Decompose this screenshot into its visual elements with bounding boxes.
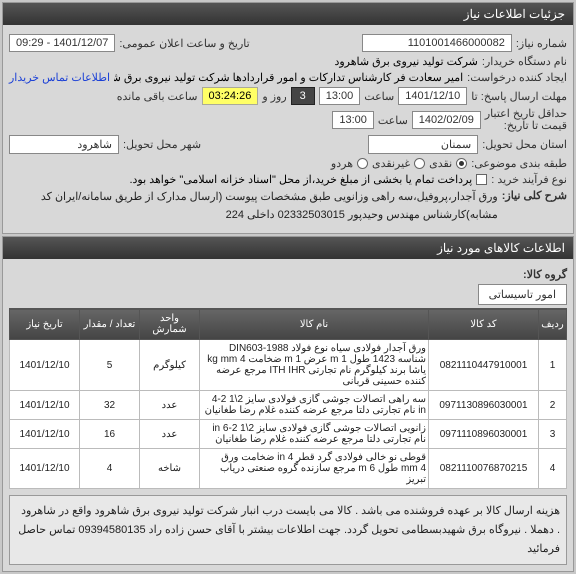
col-name: نام کالا — [200, 309, 429, 340]
row-group: گروه کالا: — [9, 268, 567, 281]
table-cell: 0971110896030001 — [429, 420, 539, 449]
table-cell: 1401/12/10 — [10, 449, 80, 489]
table-cell: 1 — [539, 340, 567, 391]
field-city: شاهرود — [9, 135, 119, 154]
label-deadline: مهلت ارسال پاسخ: تا — [471, 90, 567, 103]
table-cell: 3 — [539, 420, 567, 449]
row-purchase-type: نوع فرآیند خرید : پرداخت تمام یا بخشی از… — [9, 173, 567, 186]
label-remain: ساعت باقی مانده — [117, 90, 198, 103]
label-province: استان محل تحویل: — [482, 138, 567, 151]
label-group: گروه کالا: — [523, 268, 567, 281]
label-desc: شرح کلی نیاز: — [502, 189, 567, 202]
check-treasury[interactable] — [476, 174, 487, 185]
field-province: سمنان — [368, 135, 478, 154]
countdown-timer: 03:24:26 — [202, 87, 259, 105]
tab-category[interactable]: امور تاسیساتی — [478, 284, 567, 305]
field-validity-date: 1402/02/09 — [412, 111, 481, 129]
table-cell: قوطی نو خالی فولادی گرد قطر in 4 ضخامت و… — [200, 449, 429, 489]
label-cash: نقدی — [429, 157, 452, 170]
col-code: کد کالا — [429, 309, 539, 340]
label-deadline-time: ساعت — [364, 90, 394, 103]
value-buyer: شرکت تولید نیروی برق شاهرود — [334, 55, 477, 68]
row-validity: حداقل تاریخ اعتبار قیمت تا تاریخ: 1402/0… — [9, 108, 567, 132]
table-cell: ورق آجدار فولادی سیاه نوع فولاد 1988-DIN… — [200, 340, 429, 391]
row-req-num: شماره نیاز: 1101001466000082 تاریخ و ساع… — [9, 34, 567, 52]
delivery-note: هزینه ارسال کالا بر عهده فروشنده می باشد… — [9, 495, 567, 565]
table-cell: شاخه — [140, 449, 200, 489]
table-cell: 1401/12/10 — [10, 340, 80, 391]
label-noncash: غیرنقدی — [372, 157, 410, 170]
label-requester: ایجاد کننده درخواست: — [467, 71, 567, 84]
radio-noncash[interactable] — [414, 158, 425, 169]
table-cell: 0821110447910001 — [429, 340, 539, 391]
label-treasury: پرداخت تمام یا بخشی از مبلغ خرید،از محل … — [129, 173, 472, 186]
table-cell: 2 — [539, 391, 567, 420]
field-req-num: 1101001466000082 — [362, 34, 512, 52]
table-cell: 4 — [539, 449, 567, 489]
table-cell: 1401/12/10 — [10, 391, 80, 420]
label-city: شهر محل تحویل: — [123, 138, 201, 151]
table-cell: عدد — [140, 391, 200, 420]
radio-cash[interactable] — [456, 158, 467, 169]
table-cell: 32 — [80, 391, 140, 420]
items-body: گروه کالا: امور تاسیساتی ردیف کد کالا نا… — [3, 259, 573, 571]
table-cell: زانویی اتصالات جوشی گازی فولادی سایز 2\1… — [200, 420, 429, 449]
field-deadline-date: 1401/12/10 — [398, 87, 467, 105]
table-cell: 0971130896030001 — [429, 391, 539, 420]
table-cell: کیلوگرم — [140, 340, 200, 391]
field-days: 3 — [291, 87, 315, 105]
field-announce: 1401/12/07 - 09:29 — [9, 34, 115, 52]
col-date: تاریخ نیاز — [10, 309, 80, 340]
table-cell: عدد — [140, 420, 200, 449]
label-validity1: حداقل تاریخ اعتبار — [485, 108, 567, 120]
items-table: ردیف کد کالا نام کالا واحد شمارش تعداد /… — [9, 308, 567, 489]
row-requester: ایجاد کننده درخواست: امیر سعادت فر کارشن… — [9, 71, 567, 84]
radio-both[interactable] — [357, 158, 368, 169]
field-validity-time: 13:00 — [332, 111, 374, 129]
label-validity2: قیمت تا تاریخ: — [485, 120, 567, 132]
label-purchase-type: نوع فرآیند خرید : — [491, 173, 567, 186]
row-tab: امور تاسیساتی — [9, 284, 567, 305]
label-buyer: نام دستگاه خریدار: — [482, 55, 567, 68]
table-cell: 1401/12/10 — [10, 420, 80, 449]
items-panel: اطلاعات کالاهای مورد نیاز گروه کالا: امو… — [2, 236, 574, 572]
row-paytopic: طبقه بندی موضوعی: نقدی غیرنقدی هردو — [9, 157, 567, 170]
label-paytopic: طبقه بندی موضوعی: — [471, 157, 567, 170]
items-title: اطلاعات کالاهای مورد نیاز — [3, 237, 573, 259]
label-announce: تاریخ و ساعت اعلان عمومی: — [119, 37, 249, 50]
row-loc: استان محل تحویل: سمنان شهر محل تحویل: شا… — [9, 135, 567, 154]
details-panel: جزئیات اطلاعات نیاز شماره نیاز: 11010014… — [2, 2, 574, 234]
row-desc: شرح کلی نیاز: ورق آجدار،پروفیل،سه راهی و… — [9, 189, 567, 224]
table-cell: سه راهی اتصالات جوشی گازی فولادی سایز 2\… — [200, 391, 429, 420]
panel-body: شماره نیاز: 1101001466000082 تاریخ و ساع… — [3, 25, 573, 233]
panel-title: جزئیات اطلاعات نیاز — [3, 3, 573, 25]
table-cell: 16 — [80, 420, 140, 449]
table-row: 30971110896030001زانویی اتصالات جوشی گاز… — [10, 420, 567, 449]
field-deadline-time: 13:00 — [319, 87, 361, 105]
table-cell: 5 — [80, 340, 140, 391]
value-desc: ورق آجدار،پروفیل،سه راهی وزانویی طبق مشخ… — [9, 189, 498, 224]
row-buyer: نام دستگاه خریدار: شرکت تولید نیروی برق … — [9, 55, 567, 68]
col-unit: واحد شمارش — [140, 309, 200, 340]
label-req-num: شماره نیاز: — [516, 37, 567, 50]
label-validity-time: ساعت — [378, 114, 408, 127]
table-row: 40821110076870215قوطی نو خالی فولادی گرد… — [10, 449, 567, 489]
label-days: روز و — [262, 90, 286, 103]
table-cell: 4 — [80, 449, 140, 489]
col-qty: تعداد / مقدار — [80, 309, 140, 340]
row-deadline: مهلت ارسال پاسخ: تا 1401/12/10 ساعت 13:0… — [9, 87, 567, 105]
table-row: 20971130896030001سه راهی اتصالات جوشی گا… — [10, 391, 567, 420]
value-requester: امیر سعادت فر کارشناس تدارکات و امور قرا… — [114, 71, 463, 84]
table-header-row: ردیف کد کالا نام کالا واحد شمارش تعداد /… — [10, 309, 567, 340]
table-row: 10821110447910001ورق آجدار فولادی سیاه ن… — [10, 340, 567, 391]
label-both: هردو — [331, 157, 353, 170]
buyer-contact-link[interactable]: اطلاعات تماس خریدار — [9, 71, 110, 84]
col-idx: ردیف — [539, 309, 567, 340]
table-cell: 0821110076870215 — [429, 449, 539, 489]
